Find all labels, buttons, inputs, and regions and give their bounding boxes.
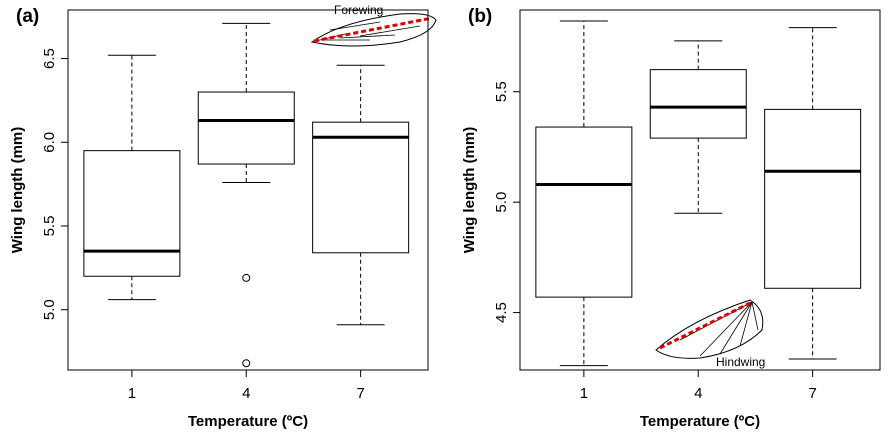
box [764, 108, 862, 289]
x-tick-label: 4 [694, 385, 702, 402]
y-tick-label: 5.5 [41, 216, 58, 237]
x-tick-label: 1 [128, 385, 136, 402]
x-tick-label: 1 [580, 385, 588, 402]
box [649, 69, 747, 139]
outlier [242, 273, 251, 282]
y-tick-label: 6.0 [41, 132, 58, 153]
x-axis-label: Temperature (ºC) [640, 413, 760, 430]
box [197, 91, 295, 165]
x-axis-label: Temperature (ºC) [188, 413, 308, 430]
hindwing-drawing [655, 299, 764, 359]
annotation: Forewing [334, 3, 383, 17]
x-tick-label: 7 [808, 385, 816, 402]
y-tick-label: 4.5 [493, 302, 510, 323]
y-tick-label: 6.5 [41, 48, 58, 69]
box [83, 150, 181, 277]
panel-label: (b) [468, 6, 492, 27]
y-tick-label: 5.0 [41, 299, 58, 320]
x-tick-label: 4 [242, 385, 250, 402]
y-tick-label: 5.5 [493, 81, 510, 102]
box [535, 126, 633, 298]
forewing-drawing [310, 13, 437, 47]
annotation: Hindwing [716, 355, 765, 369]
y-axis-label: Wing length (mm) [461, 127, 478, 254]
y-tick-label: 5.0 [493, 192, 510, 213]
box [312, 121, 410, 254]
panel-label: (a) [16, 6, 39, 27]
x-tick-label: 7 [356, 385, 364, 402]
plot-frame [67, 9, 429, 371]
outlier [242, 359, 251, 368]
plot-frame [519, 9, 881, 371]
y-axis-label: Wing length (mm) [9, 127, 26, 254]
